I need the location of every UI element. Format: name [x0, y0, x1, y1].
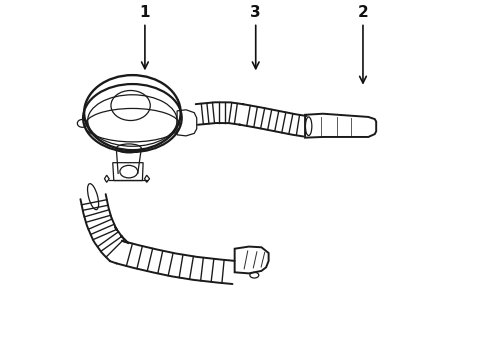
Text: 3: 3: [250, 5, 261, 69]
Text: 2: 2: [358, 5, 368, 83]
Text: 1: 1: [140, 5, 150, 69]
